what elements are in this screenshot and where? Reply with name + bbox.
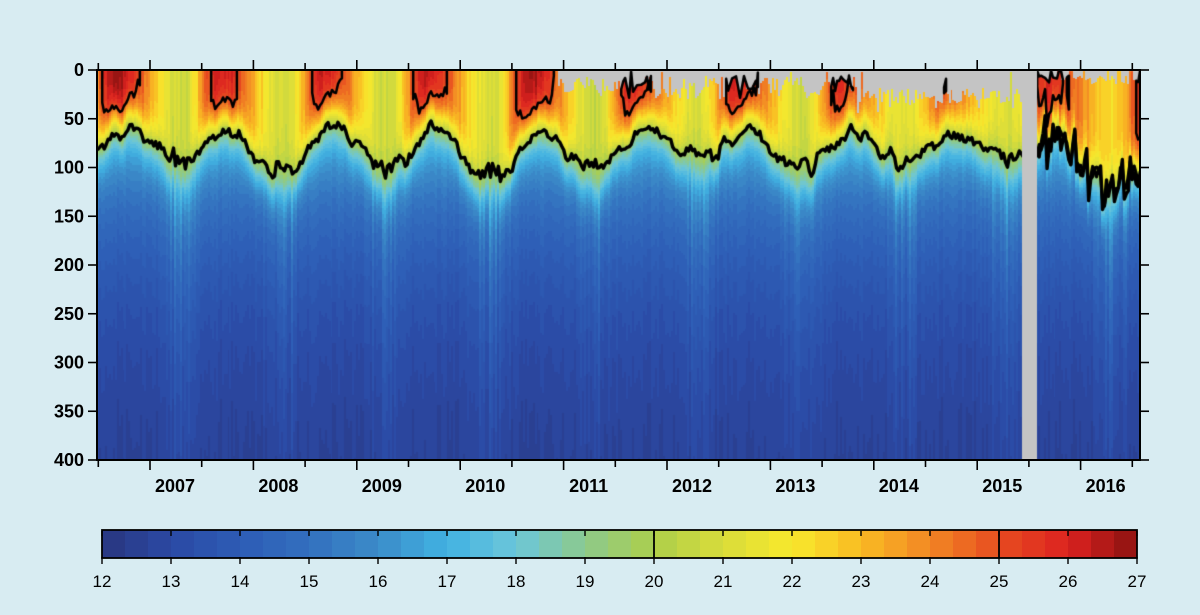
colorbar-segment — [332, 530, 356, 558]
y-tick-label-0: 0 — [74, 60, 84, 80]
colorbar-segment — [263, 530, 287, 558]
colorbar-segment — [723, 530, 747, 558]
colorbar-segment — [1068, 530, 1092, 558]
colorbar-segment — [447, 530, 471, 558]
colorbar-segment — [171, 530, 195, 558]
colorbar-segment — [930, 530, 954, 558]
colorbar-tick-label-20: 20 — [645, 572, 664, 591]
colorbar-segment — [470, 530, 494, 558]
colorbar-tick-label-13: 13 — [162, 572, 181, 591]
colorbar-segment — [378, 530, 402, 558]
colorbar-tick-label-22: 22 — [783, 572, 802, 591]
colorbar-segment — [194, 530, 218, 558]
colorbar-tick-label-18: 18 — [507, 572, 526, 591]
colorbar-segment — [631, 530, 655, 558]
colorbar-segment — [539, 530, 563, 558]
colorbar-segment — [148, 530, 172, 558]
colorbar-segment — [585, 530, 609, 558]
colorbar-segment — [401, 530, 425, 558]
colorbar-tick-label-21: 21 — [714, 572, 733, 591]
x-tick-label-2009: 2009 — [362, 476, 402, 496]
colorbar-frame — [101, 529, 1138, 559]
colorbar-segment — [861, 530, 885, 558]
y-tick-label-350: 350 — [54, 401, 84, 421]
colorbar-segment — [125, 530, 149, 558]
colorbar-segment — [884, 530, 908, 558]
colorbar-segment — [907, 530, 931, 558]
colorbar-tick-label-27: 27 — [1128, 572, 1147, 591]
colorbar-segment — [240, 530, 264, 558]
colorbar-tick-label-16: 16 — [369, 572, 388, 591]
colorbar-segment — [1114, 530, 1138, 558]
heatmap-canvas — [97, 70, 1140, 460]
colorbar-segment — [953, 530, 977, 558]
colorbar-segment — [309, 530, 333, 558]
x-tick-label-2010: 2010 — [465, 476, 505, 496]
colorbar-tick-label-14: 14 — [231, 572, 250, 591]
colorbar-segment — [217, 530, 241, 558]
y-tick-label-250: 250 — [54, 304, 84, 324]
x-tick-label-2011: 2011 — [569, 476, 608, 496]
x-tick-label-2014: 2014 — [879, 476, 919, 496]
x-tick-label-2016: 2016 — [1086, 476, 1126, 496]
colorbar-segment — [493, 530, 517, 558]
colorbar-segment — [792, 530, 816, 558]
colorbar-segment — [286, 530, 310, 558]
colorbar-segment — [815, 530, 839, 558]
colorbar-segment — [1091, 530, 1115, 558]
x-tick-label-2007: 2007 — [155, 476, 195, 496]
colorbar-tick-label-12: 12 — [93, 572, 112, 591]
colorbar-segment — [976, 530, 1000, 558]
colorbar-segment — [562, 530, 586, 558]
colorbar-segment — [516, 530, 540, 558]
x-tick-label-2013: 2013 — [775, 476, 815, 496]
colorbar-segment — [700, 530, 724, 558]
colorbar-tick-label-23: 23 — [852, 572, 871, 591]
colorbar-tick-label-26: 26 — [1059, 572, 1078, 591]
colorbar-segment — [608, 530, 632, 558]
y-tick-label-300: 300 — [54, 353, 84, 373]
x-tick-label-2012: 2012 — [672, 476, 712, 496]
colorbar-segment — [769, 530, 793, 558]
colorbar-segment — [424, 530, 448, 558]
y-tick-label-50: 50 — [64, 109, 84, 129]
colorbar-segment — [1045, 530, 1069, 558]
colorbar-tick-label-17: 17 — [438, 572, 457, 591]
colorbar-tick-label-24: 24 — [921, 572, 940, 591]
colorbar-tick-label-25: 25 — [990, 572, 1009, 591]
colorbar-segment — [355, 530, 379, 558]
colorbar-segment — [1022, 530, 1046, 558]
colorbar-segment — [677, 530, 701, 558]
colorbar-segment — [102, 530, 126, 558]
y-tick-label-100: 100 — [54, 158, 84, 178]
colorbar-tick-label-19: 19 — [576, 572, 595, 591]
colorbar-segment — [746, 530, 770, 558]
y-tick-label-200: 200 — [54, 255, 84, 275]
colorbar-tick-label-15: 15 — [300, 572, 319, 591]
x-tick-label-2008: 2008 — [258, 476, 298, 496]
colorbar-segment — [838, 530, 862, 558]
x-tick-label-2015: 2015 — [982, 476, 1022, 496]
y-tick-label-150: 150 — [54, 206, 84, 226]
y-tick-label-400: 400 — [54, 450, 84, 470]
colorbar-segment — [999, 530, 1023, 558]
colorbar-segment — [654, 530, 678, 558]
